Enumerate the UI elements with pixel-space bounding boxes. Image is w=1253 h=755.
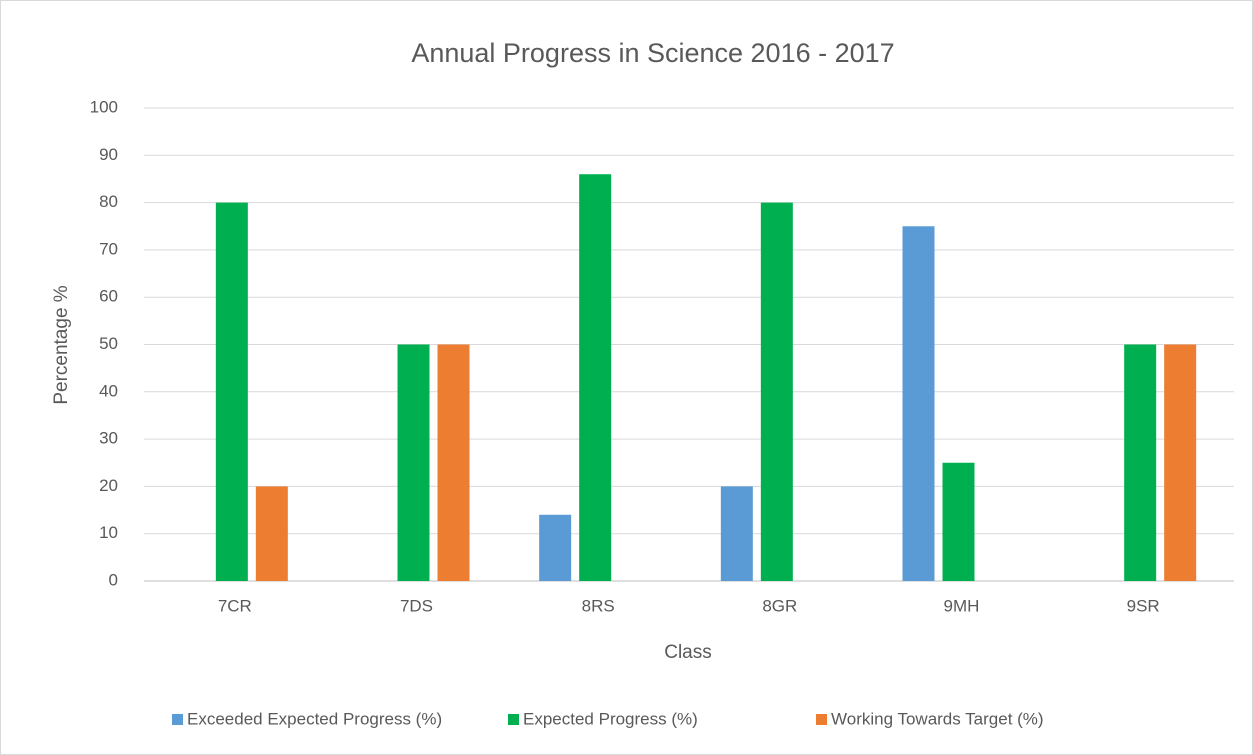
x-tick-label: 9MH: [944, 596, 980, 615]
bar: [255, 486, 288, 581]
x-tick-label: 8GR: [762, 596, 797, 615]
bar: [1124, 344, 1157, 581]
x-tick-label: 7CR: [218, 596, 252, 615]
y-tick-label: 10: [99, 523, 118, 542]
legend-swatch: [508, 714, 519, 725]
legend-label: Exceeded Expected Progress (%): [187, 709, 442, 728]
bar: [902, 226, 935, 581]
y-tick-label: 70: [99, 239, 118, 258]
legend-swatch: [816, 714, 827, 725]
bar: [215, 202, 248, 581]
y-tick-label: 50: [99, 334, 118, 353]
y-tick-label: 30: [99, 429, 118, 448]
bar: [437, 344, 470, 581]
bar: [1164, 344, 1197, 581]
y-axis-label: Percentage %: [51, 285, 72, 404]
y-tick-label: 20: [99, 476, 118, 495]
x-tick-label: 9SR: [1127, 596, 1160, 615]
bar: [579, 174, 612, 581]
y-tick-label: 80: [99, 192, 118, 211]
legend-swatch: [172, 714, 183, 725]
bar: [942, 462, 975, 581]
legend-label: Expected Progress (%): [523, 709, 698, 728]
y-tick-label: 90: [99, 145, 118, 164]
bar: [720, 486, 753, 581]
chart-title: Annual Progress in Science 2016 - 2017: [411, 38, 894, 68]
y-tick-label: 60: [99, 287, 118, 306]
x-tick-label: 8RS: [582, 596, 615, 615]
bar: [397, 344, 430, 581]
x-tick-label: 7DS: [400, 596, 433, 615]
y-tick-label: 40: [99, 381, 118, 400]
bar: [539, 514, 572, 581]
y-tick-label: 100: [90, 97, 118, 116]
bar: [760, 202, 793, 581]
x-axis-label: Class: [664, 642, 712, 663]
y-tick-label: 0: [109, 570, 118, 589]
legend-label: Working Towards Target (%): [831, 709, 1044, 728]
